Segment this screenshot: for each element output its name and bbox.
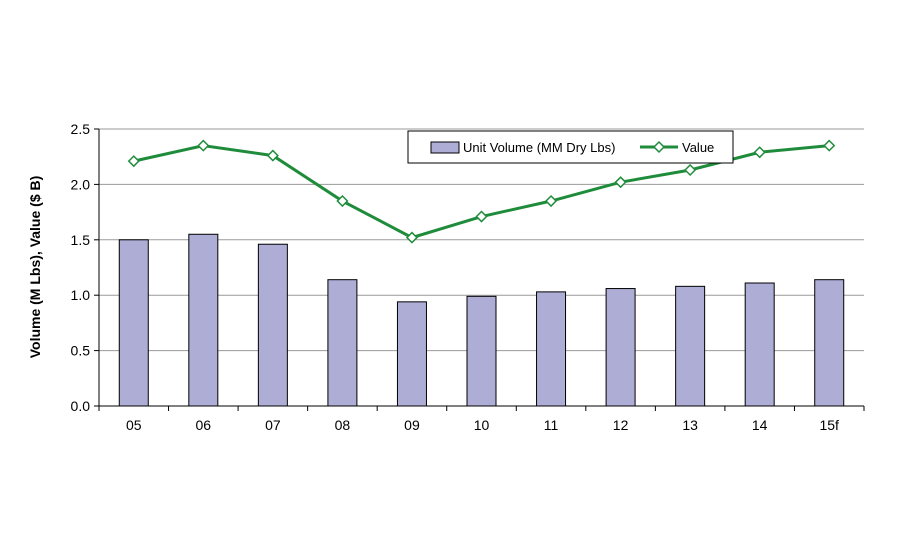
- x-tick-label: 11: [544, 417, 559, 433]
- bar: [605, 288, 636, 407]
- bar: [744, 282, 775, 407]
- y-tick-label: 0.5: [71, 343, 91, 359]
- bar: [536, 291, 567, 407]
- bar: [188, 233, 219, 407]
- bar-series: [118, 233, 845, 407]
- x-tick-label: 09: [404, 417, 420, 433]
- value-point: [475, 210, 488, 223]
- value-point: [614, 176, 627, 189]
- y-tick-label: 0.0: [71, 398, 91, 414]
- x-tick-label: 10: [474, 417, 490, 433]
- x-tick-label: 12: [613, 417, 629, 433]
- y-tick-labels: 0.0 0.5 1.0 1.5 2.0 2.5: [71, 121, 91, 414]
- x-tick-label: 05: [126, 417, 142, 433]
- y-tick-label: 1.5: [71, 232, 91, 248]
- value-point: [753, 146, 766, 159]
- bar: [675, 285, 706, 407]
- value-point: [197, 139, 210, 152]
- x-tick-label: 08: [335, 417, 351, 433]
- bar: [396, 301, 427, 407]
- legend-box: [407, 130, 734, 164]
- bar: [814, 279, 845, 407]
- legend-swatch-volume: [430, 141, 460, 154]
- x-tick-label: 07: [265, 417, 281, 433]
- value-point: [684, 163, 697, 177]
- x-tick-labels: 05 06 07 08 09 10 11 12 13 14 15f: [126, 417, 839, 433]
- value-point: [266, 149, 279, 162]
- y-tick-label: 2.0: [71, 176, 91, 192]
- line-series: [127, 139, 836, 244]
- bar: [257, 243, 288, 407]
- bar: [466, 295, 497, 407]
- value-point: [823, 139, 836, 152]
- bar: [118, 239, 149, 407]
- y-tick-label: 1.0: [71, 287, 91, 303]
- bar: [327, 279, 358, 407]
- value-point: [336, 194, 349, 208]
- value-point: [544, 194, 558, 208]
- value-point: [127, 155, 140, 168]
- x-tick-label: 06: [196, 417, 212, 433]
- legend: Unit Volume (MM Dry Lbs) Value: [407, 130, 734, 164]
- legend-label-value: Value: [682, 140, 714, 155]
- legend-label-volume: Unit Volume (MM Dry Lbs): [463, 140, 615, 155]
- gridlines: [99, 128, 864, 352]
- x-tick-label: 15f: [819, 417, 839, 433]
- value-point: [405, 231, 419, 244]
- x-tick-label: 14: [752, 417, 768, 433]
- y-axis-label: Volume (M Lbs), Value ($ B): [27, 176, 43, 359]
- y-tick-label: 2.5: [71, 121, 91, 137]
- axes: [94, 128, 865, 411]
- legend-swatch-value-marker: [652, 140, 666, 154]
- x-tick-label: 13: [682, 417, 698, 433]
